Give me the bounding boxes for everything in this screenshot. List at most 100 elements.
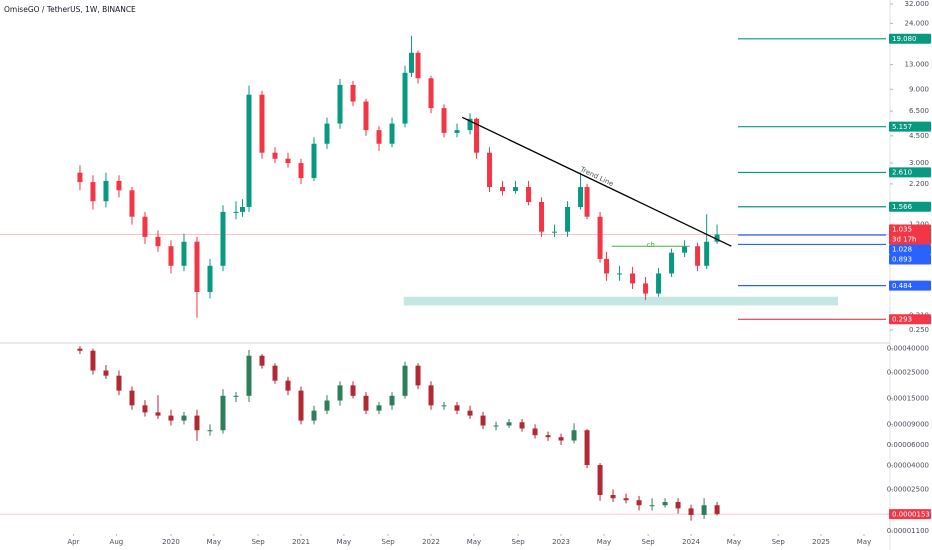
candle-body — [376, 405, 382, 411]
candle-body — [311, 143, 317, 179]
candle-body — [194, 415, 200, 431]
candle-body — [539, 202, 545, 232]
price-badge-label: 2.610 — [892, 169, 912, 177]
candle-body — [565, 206, 571, 232]
candle-body — [233, 211, 239, 213]
price-badge-label: 0.00001537 — [892, 510, 932, 518]
candle-body — [363, 395, 369, 411]
candle-body — [649, 505, 655, 507]
candle-body — [656, 273, 662, 294]
y-tick-label: 3.000 — [909, 159, 929, 167]
candle-body — [704, 241, 710, 266]
y-tick-label: 0.00040000 — [887, 345, 929, 353]
x-tick-label: Sep — [251, 538, 265, 546]
candle-body — [220, 395, 226, 431]
candle-body — [239, 206, 245, 212]
y-tick-label: 0.00002500 — [887, 485, 929, 493]
candle-body — [669, 252, 675, 274]
price-badge — [889, 201, 931, 212]
x-tick-label: May — [337, 538, 351, 546]
candle-body — [454, 405, 460, 411]
candle-body — [389, 123, 395, 144]
candle-body — [597, 216, 603, 259]
candle-body — [350, 84, 356, 102]
candle-body — [487, 152, 493, 188]
candle-body — [402, 72, 408, 124]
candle-body — [337, 385, 343, 401]
candle-body — [714, 234, 720, 242]
candle-body — [675, 502, 681, 509]
candle-body — [467, 410, 473, 416]
candle-body — [220, 211, 226, 266]
candle-body — [500, 187, 506, 191]
y-tick-label: 0.00025000 — [887, 369, 929, 377]
candle-body — [428, 78, 434, 109]
candle-body — [285, 158, 291, 164]
candle-body — [415, 52, 421, 79]
candle-body — [532, 428, 538, 436]
candle-body — [662, 502, 668, 506]
candle-body — [181, 241, 187, 266]
candle-body — [259, 94, 265, 153]
candle-body — [474, 118, 480, 153]
y-tick-label: 13.000 — [905, 61, 930, 69]
candle-body — [701, 505, 707, 515]
x-tick-label: Sep — [382, 538, 396, 546]
candle-body — [467, 118, 473, 131]
x-tick-label: May — [467, 538, 481, 546]
y-tick-label: 0.00015000 — [887, 394, 929, 402]
price-badge-label: 1.566 — [892, 203, 913, 211]
candle-body — [116, 375, 122, 391]
candle-body — [324, 400, 330, 411]
y-tick-label: 0.250 — [909, 326, 929, 334]
price-badge — [889, 280, 931, 291]
candle-body — [617, 273, 623, 275]
candle-body — [285, 380, 291, 391]
y-tick-label: 0.00001100 — [887, 527, 929, 535]
candle-body — [311, 410, 317, 421]
candle-body — [298, 163, 304, 179]
candle-body — [103, 180, 109, 202]
price-badge-label: 0.893 — [892, 256, 912, 264]
candle-body — [181, 415, 187, 421]
candle-body — [168, 415, 174, 421]
x-tick-label: 2025 — [812, 538, 830, 546]
y-tick-label: 0.00009000 — [887, 420, 929, 428]
candle-body — [272, 365, 278, 381]
x-tick-label: 2021 — [292, 538, 310, 546]
x-tick-label: Aug — [110, 538, 124, 546]
countdown-label: 3d 17h — [892, 236, 916, 244]
candle-body — [519, 422, 525, 429]
y-tick-label: 4.500 — [909, 132, 929, 140]
price-badge — [889, 314, 931, 325]
x-tick-label: 2022 — [422, 538, 440, 546]
candle-body — [584, 430, 590, 466]
candle-body — [604, 258, 610, 274]
candle-body — [77, 172, 83, 183]
candle-body — [376, 130, 382, 144]
candle-body — [155, 412, 161, 416]
x-tick-label: May — [207, 538, 221, 546]
x-tick-label: Sep — [642, 538, 656, 546]
candle-body — [389, 395, 395, 406]
candle-body — [259, 355, 265, 366]
x-tick-label: May — [597, 538, 611, 546]
candle-body — [714, 505, 720, 515]
support-zone — [403, 296, 838, 306]
candle-body — [90, 350, 96, 371]
candle-body — [272, 152, 278, 159]
candle-body — [207, 265, 213, 292]
candle-body — [584, 187, 590, 217]
price-badge-label: 1.035 — [892, 226, 912, 234]
candle-body — [578, 187, 584, 207]
candle-body — [415, 365, 421, 386]
x-tick-label: May — [857, 538, 871, 546]
candle-body — [129, 390, 135, 406]
price-badge — [889, 509, 931, 520]
candle-body — [493, 425, 499, 427]
x-tick-label: 2023 — [552, 538, 570, 546]
candle-body — [636, 500, 642, 506]
candle-body — [324, 123, 330, 144]
